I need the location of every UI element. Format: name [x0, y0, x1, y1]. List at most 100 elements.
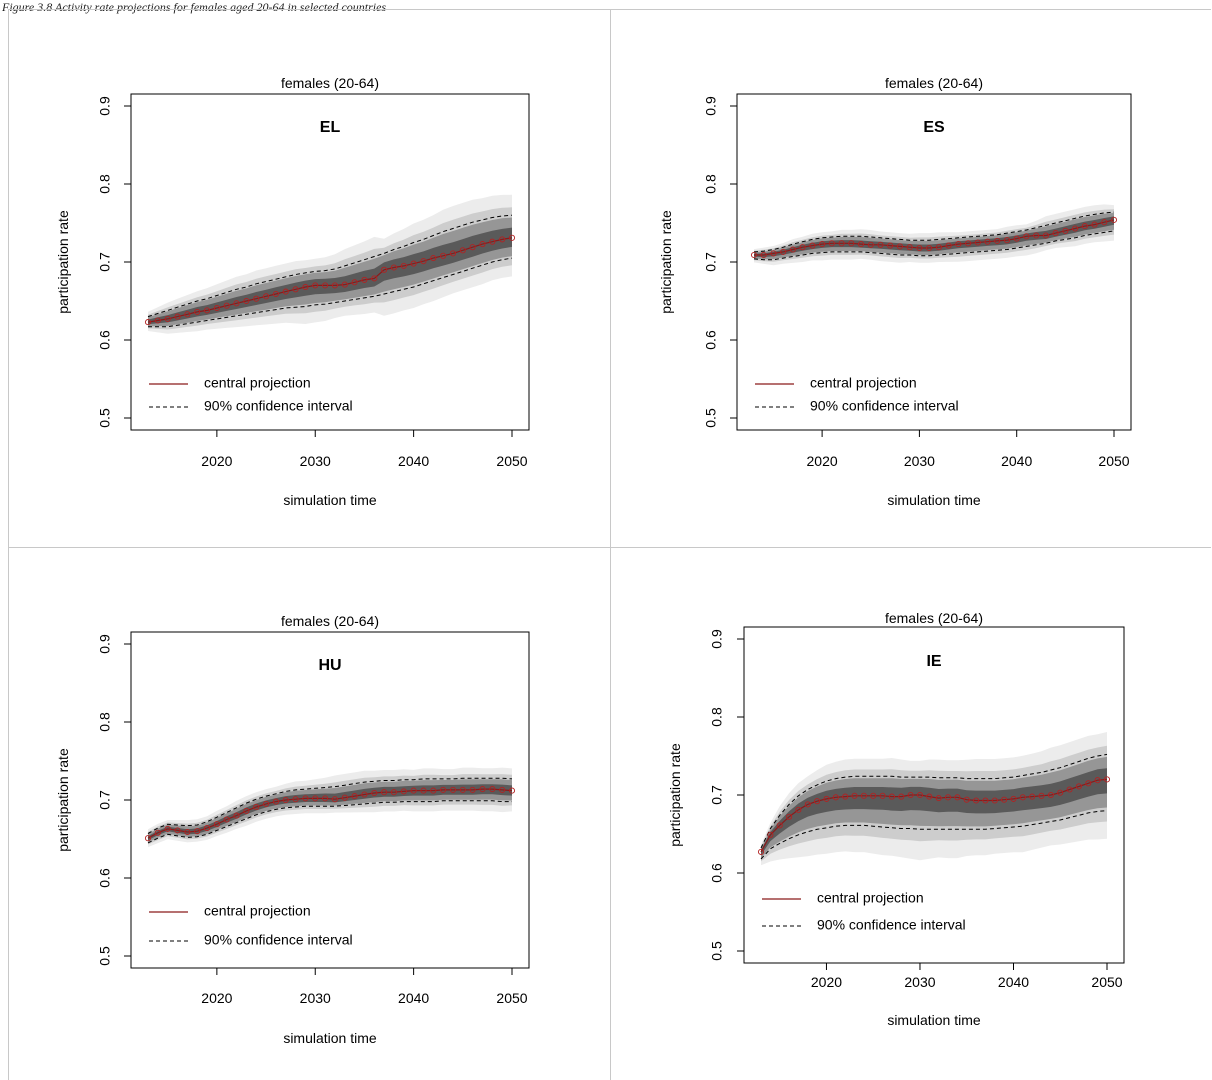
- legend-central-label: central projection: [810, 375, 917, 391]
- x-tick-label: 2050: [1098, 453, 1129, 469]
- data-point: [1091, 221, 1098, 228]
- data-point: [770, 250, 777, 257]
- data-point: [272, 798, 279, 805]
- data-point: [984, 238, 991, 245]
- x-tick-label: 2030: [300, 990, 331, 1006]
- y-tick-label: 0.6: [709, 863, 725, 883]
- data-point: [361, 276, 368, 283]
- data-point: [272, 290, 279, 298]
- data-point: [1052, 230, 1059, 237]
- data-point: [795, 806, 802, 813]
- y-axis-label: participation rate: [55, 210, 71, 314]
- data-point: [898, 793, 905, 800]
- data-point: [331, 282, 338, 289]
- y-tick-label: 0.7: [709, 785, 725, 805]
- data-point: [1047, 791, 1054, 799]
- data-point: [351, 793, 358, 800]
- data-point: [804, 801, 811, 808]
- data-point: [499, 236, 506, 243]
- horizontal-divider: [8, 547, 1211, 548]
- data-point: [879, 792, 886, 799]
- data-point: [877, 241, 884, 248]
- central-projection-line: [147, 788, 513, 839]
- data-point: [1075, 783, 1082, 790]
- data-point: [351, 279, 358, 286]
- y-tick-label: 0.8: [97, 712, 113, 732]
- panel-grid: [8, 9, 1211, 1080]
- x-tick-label: 2040: [398, 453, 429, 469]
- data-point: [322, 795, 329, 802]
- data-point: [184, 828, 191, 836]
- data-point: [144, 835, 152, 842]
- ci-lower-line: [753, 230, 1115, 261]
- data-point: [302, 283, 309, 291]
- y-tick-label: 0.8: [703, 174, 719, 194]
- data-point: [292, 796, 299, 803]
- data-point: [789, 246, 796, 253]
- data-point: [331, 796, 338, 803]
- data-point: [263, 800, 270, 807]
- data-point: [1042, 232, 1049, 239]
- data-point: [459, 247, 466, 254]
- data-point: [916, 244, 923, 252]
- data-point: [420, 787, 427, 794]
- data-point: [963, 796, 970, 803]
- y-tick-label: 0.5: [703, 408, 719, 428]
- y-tick-label: 0.6: [97, 330, 113, 350]
- figure-heading: Figure 3.8 Activity rate projections for…: [2, 0, 387, 14]
- data-point: [760, 251, 767, 259]
- data-point: [842, 793, 849, 800]
- x-axis-label: simulation time: [887, 1012, 981, 1028]
- chart-title: females (20-64): [281, 75, 379, 91]
- data-point: [440, 786, 447, 793]
- ci-lower-line: [148, 257, 513, 328]
- y-tick-label: 0.8: [709, 707, 725, 727]
- data-point: [906, 244, 913, 251]
- data-point: [1029, 793, 1036, 800]
- data-point: [1057, 789, 1064, 796]
- x-axis-label: simulation time: [887, 492, 981, 508]
- data-point: [1094, 777, 1101, 784]
- central-projection-line: [754, 219, 1115, 256]
- data-point: [1013, 235, 1020, 242]
- data-point: [1101, 219, 1108, 226]
- legend-ci-label: 90% confidence interval: [810, 398, 959, 414]
- data-point: [381, 266, 388, 273]
- data-point: [860, 792, 867, 799]
- data-point: [400, 788, 407, 795]
- data-point: [361, 791, 368, 798]
- x-tick-label: 2040: [998, 974, 1029, 990]
- data-point: [757, 848, 765, 855]
- y-axis-label: participation rate: [55, 748, 71, 852]
- ci-upper-line: [147, 777, 513, 834]
- data-point: [263, 293, 270, 300]
- chart-title: females (20-64): [281, 613, 379, 629]
- data-point: [870, 792, 877, 799]
- data-point: [223, 816, 230, 823]
- data-point: [935, 795, 942, 802]
- data-point: [213, 304, 220, 312]
- y-tick-label: 0.6: [97, 868, 113, 888]
- data-point: [945, 242, 952, 249]
- data-point: [322, 282, 329, 289]
- country-label: ES: [923, 119, 945, 136]
- y-tick-label: 0.8: [97, 174, 113, 194]
- data-point: [1066, 786, 1073, 793]
- data-point: [381, 789, 388, 796]
- central-projection-line: [760, 778, 1108, 853]
- data-point: [935, 244, 942, 251]
- data-point: [420, 258, 427, 265]
- data-point: [926, 244, 933, 252]
- data-point: [371, 275, 378, 282]
- data-point: [469, 786, 476, 793]
- legend-central-label: central projection: [817, 890, 924, 906]
- data-point: [1072, 225, 1079, 232]
- x-tick-label: 2050: [496, 453, 527, 469]
- data-point: [780, 248, 787, 255]
- data-point: [1010, 795, 1017, 802]
- x-tick-label: 2030: [300, 453, 331, 469]
- country-label: IE: [926, 653, 941, 670]
- chart-title: females (20-64): [885, 610, 983, 626]
